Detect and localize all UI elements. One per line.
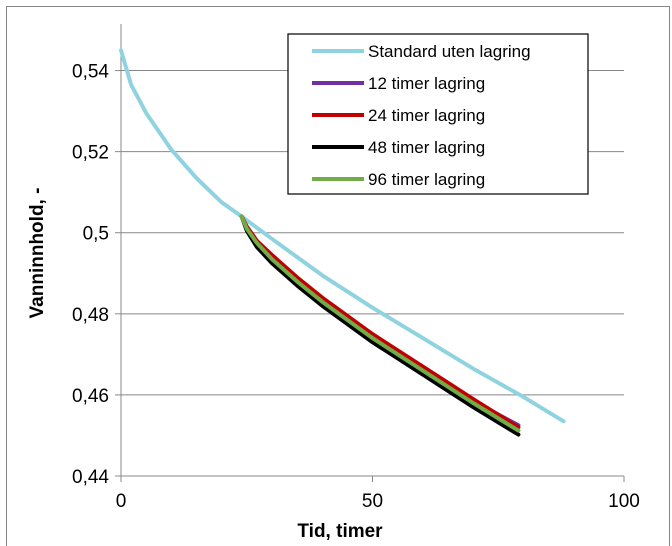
legend: Standard uten lagring 12 timer lagring 24 … bbox=[287, 33, 589, 195]
x-tick-label: 50 bbox=[362, 491, 383, 512]
y-axis-title: Vanninnhold, - bbox=[27, 188, 48, 319]
x-tick-label: 0 bbox=[116, 491, 127, 512]
legend-label: 48 timer lagring bbox=[368, 138, 485, 157]
y-tick-label: 0,44 bbox=[72, 467, 109, 488]
y-tick-label: 0,48 bbox=[72, 305, 109, 326]
legend-label: 24 timer lagring bbox=[368, 106, 485, 125]
y-tick-label: 0,54 bbox=[72, 62, 109, 83]
legend-label: 12 timer lagring bbox=[368, 74, 485, 93]
y-tick-label: 0,46 bbox=[72, 386, 109, 407]
legend-label: 96 timer lagring bbox=[368, 170, 485, 189]
axis-ticks: 0,44 0,46 0,48 0,5 0,52 0,54 0 50 100 bbox=[72, 62, 640, 512]
series-line-1 bbox=[119, 48, 566, 424]
x-tick-label: 100 bbox=[608, 491, 640, 512]
y-tick-label: 0,52 bbox=[72, 143, 109, 164]
y-tick-label: 0,5 bbox=[83, 224, 109, 245]
legend-label: Standard uten lagring bbox=[368, 42, 531, 61]
series-lines bbox=[119, 48, 566, 437]
x-axis-title: Tid, timer bbox=[297, 521, 383, 540]
series-line-5 bbox=[239, 214, 521, 433]
